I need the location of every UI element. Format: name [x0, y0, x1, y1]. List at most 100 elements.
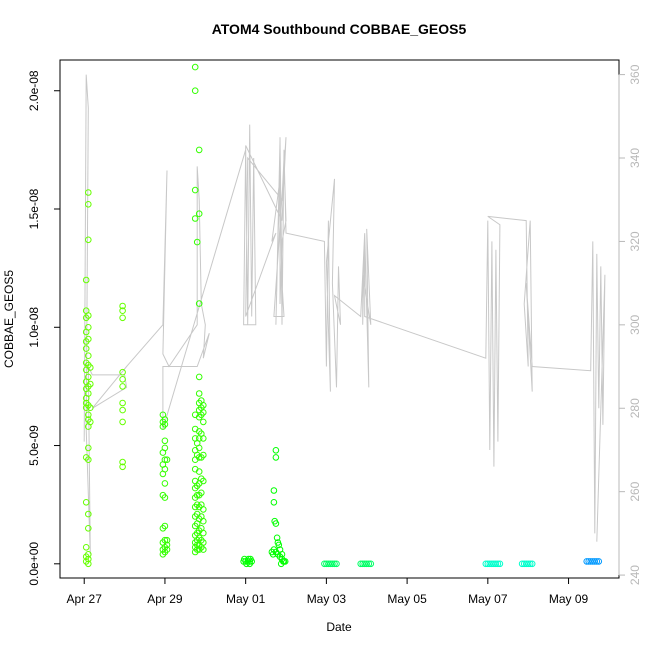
scatter-point: [494, 560, 502, 568]
scatter-point: [161, 416, 169, 423]
x-tick-label: May 05: [387, 592, 427, 606]
scatter-point: [363, 560, 371, 568]
scatter-point: [87, 404, 94, 412]
y2-tick-label: 240: [628, 565, 642, 585]
y-axis-left: 0.0e+00 5.0e-09 1.0e-08 1.5e-08 2.0e-08: [27, 70, 61, 586]
scatter-point: [524, 560, 532, 568]
series-line: [83, 74, 606, 555]
x-tick-label: May 01: [226, 592, 266, 606]
scatter-point: [191, 186, 199, 194]
scatter-point: [85, 551, 92, 558]
x-tick-label: May 09: [549, 592, 589, 606]
scatter-point: [200, 529, 207, 537]
y2-tick-label: 260: [628, 481, 642, 501]
scatter-point: [333, 560, 340, 568]
scatter-point: [200, 506, 207, 513]
scatter-point: [200, 517, 207, 525]
scatter-point: [329, 560, 336, 568]
x-axis: Apr 27 Apr 29 May 01 May 03 May 05 May 07 May …: [67, 577, 589, 606]
scatter-point: [161, 456, 169, 464]
scatter-point: [198, 489, 205, 497]
scatter-point: [191, 63, 199, 71]
scatter-point: [200, 435, 207, 442]
x-tick-label: Apr 29: [147, 592, 183, 606]
y-axis-right: 240 260 280 300 320 340 360: [618, 64, 642, 585]
scatter-point: [85, 352, 92, 360]
scatter-point: [87, 418, 94, 426]
scatter-point: [247, 555, 254, 563]
scatter-point: [200, 418, 207, 426]
scatter-point: [161, 465, 169, 473]
scatter-point: [82, 345, 90, 352]
scatter-point: [85, 510, 92, 518]
x-tick-label: May 07: [468, 592, 508, 606]
scatter-point: [272, 447, 280, 454]
scatter-point: [492, 560, 500, 568]
scatter-point: [163, 456, 171, 464]
scatter-point: [87, 364, 94, 371]
x-tick-label: May 03: [307, 592, 347, 606]
scatter-point: [195, 373, 203, 381]
y2-tick-label: 300: [628, 315, 642, 335]
scatter-point: [161, 437, 169, 445]
scatter-point: [331, 560, 338, 568]
x-tick-label: Apr 27: [67, 592, 103, 606]
scatter-point: [163, 546, 171, 553]
scatter-point: [85, 201, 92, 208]
scatter-point: [85, 335, 92, 343]
scatter-point: [200, 477, 207, 485]
scatter-point: [591, 558, 599, 565]
scatter-point: [200, 546, 207, 553]
scatter-point: [119, 307, 126, 315]
scatter-point: [85, 555, 92, 563]
scatter-point: [82, 499, 90, 506]
scatter-point: [281, 558, 289, 565]
scatter-point: [85, 373, 92, 381]
y-tick-label: 5.0e-09: [27, 425, 41, 466]
scatter-point: [496, 560, 504, 568]
scatter-point: [195, 146, 203, 154]
y-tick-label: 2.0e-08: [27, 70, 41, 111]
scatter-point: [200, 539, 207, 546]
scatter-point: [85, 324, 92, 331]
scatter-point: [518, 560, 526, 568]
scatter-point: [85, 236, 92, 244]
scatter-point: [163, 541, 171, 549]
scatter-point: [595, 558, 603, 565]
scatter-point: [272, 520, 280, 527]
scatter-point: [85, 189, 92, 196]
scatter-point: [200, 402, 207, 409]
scatter-point: [119, 399, 126, 407]
scatter-point: [593, 558, 601, 565]
scatter-point: [87, 380, 94, 388]
scatter-point: [195, 444, 203, 452]
y2-tick-label: 360: [628, 64, 642, 84]
scatter-point: [195, 210, 203, 217]
scatter-point: [191, 87, 199, 94]
y2-tick-label: 280: [628, 398, 642, 418]
scatter-point: [270, 487, 278, 494]
scatter-point: [200, 409, 207, 416]
y2-tick-label: 340: [628, 148, 642, 168]
x-axis-label: Date: [326, 620, 352, 634]
chart-title: ATOM4 Southbound COBBAE_GEOS5: [212, 21, 467, 37]
scatter-point: [163, 536, 171, 544]
scatter-point: [270, 499, 278, 506]
scatter-point: [526, 560, 534, 568]
scatter-point: [85, 312, 92, 319]
scatter-point: [119, 314, 126, 322]
scatter-point: [365, 560, 373, 568]
scatter-point: [161, 444, 169, 452]
scatter-point: [191, 215, 199, 222]
scatter-point: [119, 383, 126, 390]
scatter-point: [193, 238, 201, 246]
scatter-point: [85, 444, 92, 452]
y-tick-label: 1.0e-08: [27, 307, 41, 348]
scatter-point: [275, 541, 283, 549]
scatter-point: [161, 480, 169, 487]
scatter-point: [119, 376, 126, 383]
scatter-point: [195, 390, 203, 397]
scatter-point: [119, 458, 126, 466]
scatter-point: [161, 522, 169, 530]
scatter-point: [195, 468, 203, 475]
